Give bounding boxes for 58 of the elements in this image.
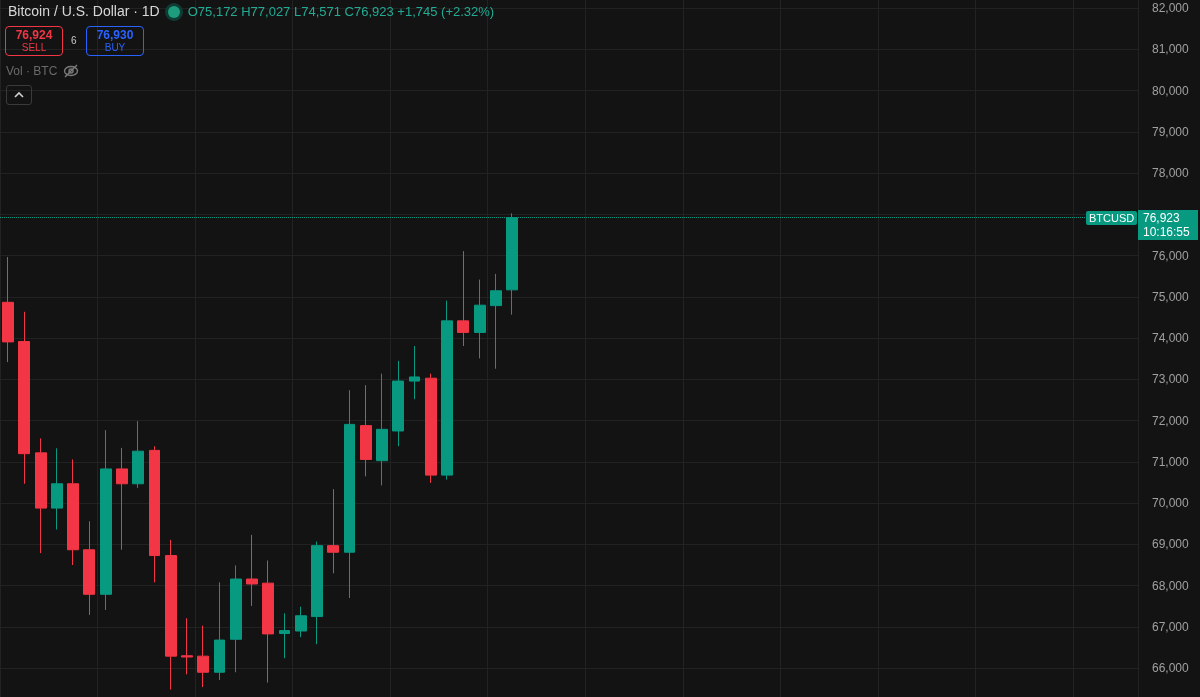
- y-tick-label: 81,000: [1152, 42, 1190, 57]
- candlestick: [149, 445, 160, 583]
- candlestick: [67, 458, 79, 566]
- candlestick: [360, 384, 372, 477]
- candlestick: [409, 345, 420, 400]
- candlestick: [214, 581, 225, 681]
- candlestick: [116, 447, 128, 551]
- candlestick: [311, 541, 323, 645]
- candlestick: [295, 606, 307, 638]
- candlestick: [262, 559, 274, 684]
- candlestick: [132, 420, 144, 489]
- candlestick: [51, 447, 63, 531]
- y-tick-label: 72,000: [1152, 413, 1190, 428]
- y-tick-label: 67,000: [1152, 619, 1190, 634]
- candlestick: [197, 625, 209, 688]
- y-tick-label: 66,000: [1152, 661, 1190, 676]
- candlestick: [246, 534, 258, 607]
- candlestick: [181, 617, 193, 675]
- candlestick: [474, 279, 486, 359]
- annotation: Vol · BTC: [6, 64, 58, 78]
- y-tick-label: 80,000: [1152, 83, 1190, 98]
- candlestick: [344, 389, 355, 599]
- annotation: SELL: [20, 42, 48, 54]
- y-tick-label: 75,000: [1152, 289, 1190, 304]
- y-tick-label: 71,000: [1152, 454, 1190, 469]
- candlestick: [279, 612, 290, 659]
- annotation: 6: [71, 35, 77, 46]
- candlestick: [230, 564, 242, 673]
- candlestick: [83, 520, 95, 616]
- candlestick: [35, 437, 47, 554]
- y-tick-label: 78,000: [1152, 166, 1190, 181]
- candlestick: [18, 311, 30, 485]
- candlestick: [2, 256, 14, 363]
- y-tick-label: 79,000: [1152, 124, 1190, 139]
- annotation: BUY: [103, 42, 127, 54]
- candlestick: [100, 429, 112, 611]
- y-tick-label: 69,000: [1152, 537, 1190, 552]
- text: 76,923: [1143, 210, 1181, 225]
- candlestick: [392, 360, 404, 447]
- chart-title: Bitcoin / U.S. Dollar · 1D: [8, 3, 160, 19]
- text: 10:16:55: [1143, 224, 1191, 239]
- y-tick-label: 70,000: [1152, 496, 1190, 511]
- candlestick: [457, 250, 469, 347]
- y-tick-label: 74,000: [1152, 331, 1190, 346]
- annotation: 76,930: [95, 28, 135, 42]
- candlestick: [490, 273, 502, 370]
- annotation: 76,924: [14, 28, 54, 42]
- candlestick: [165, 539, 177, 691]
- y-tick-label: 73,000: [1152, 372, 1190, 387]
- candlestick: [327, 488, 339, 574]
- y-tick-label: 76,000: [1152, 248, 1190, 263]
- y-tick-label: 68,000: [1152, 578, 1190, 593]
- ref-line-label: BTCUSD: [1086, 210, 1138, 225]
- y-tick-label: 82,000: [1152, 1, 1190, 16]
- annotation: O75,172 H77,027 L74,571 C76,923 +1,745 (+2.32%): [187, 4, 495, 19]
- candlestick: [441, 300, 453, 481]
- candlestick: [425, 373, 437, 484]
- candlestick: [376, 373, 388, 486]
